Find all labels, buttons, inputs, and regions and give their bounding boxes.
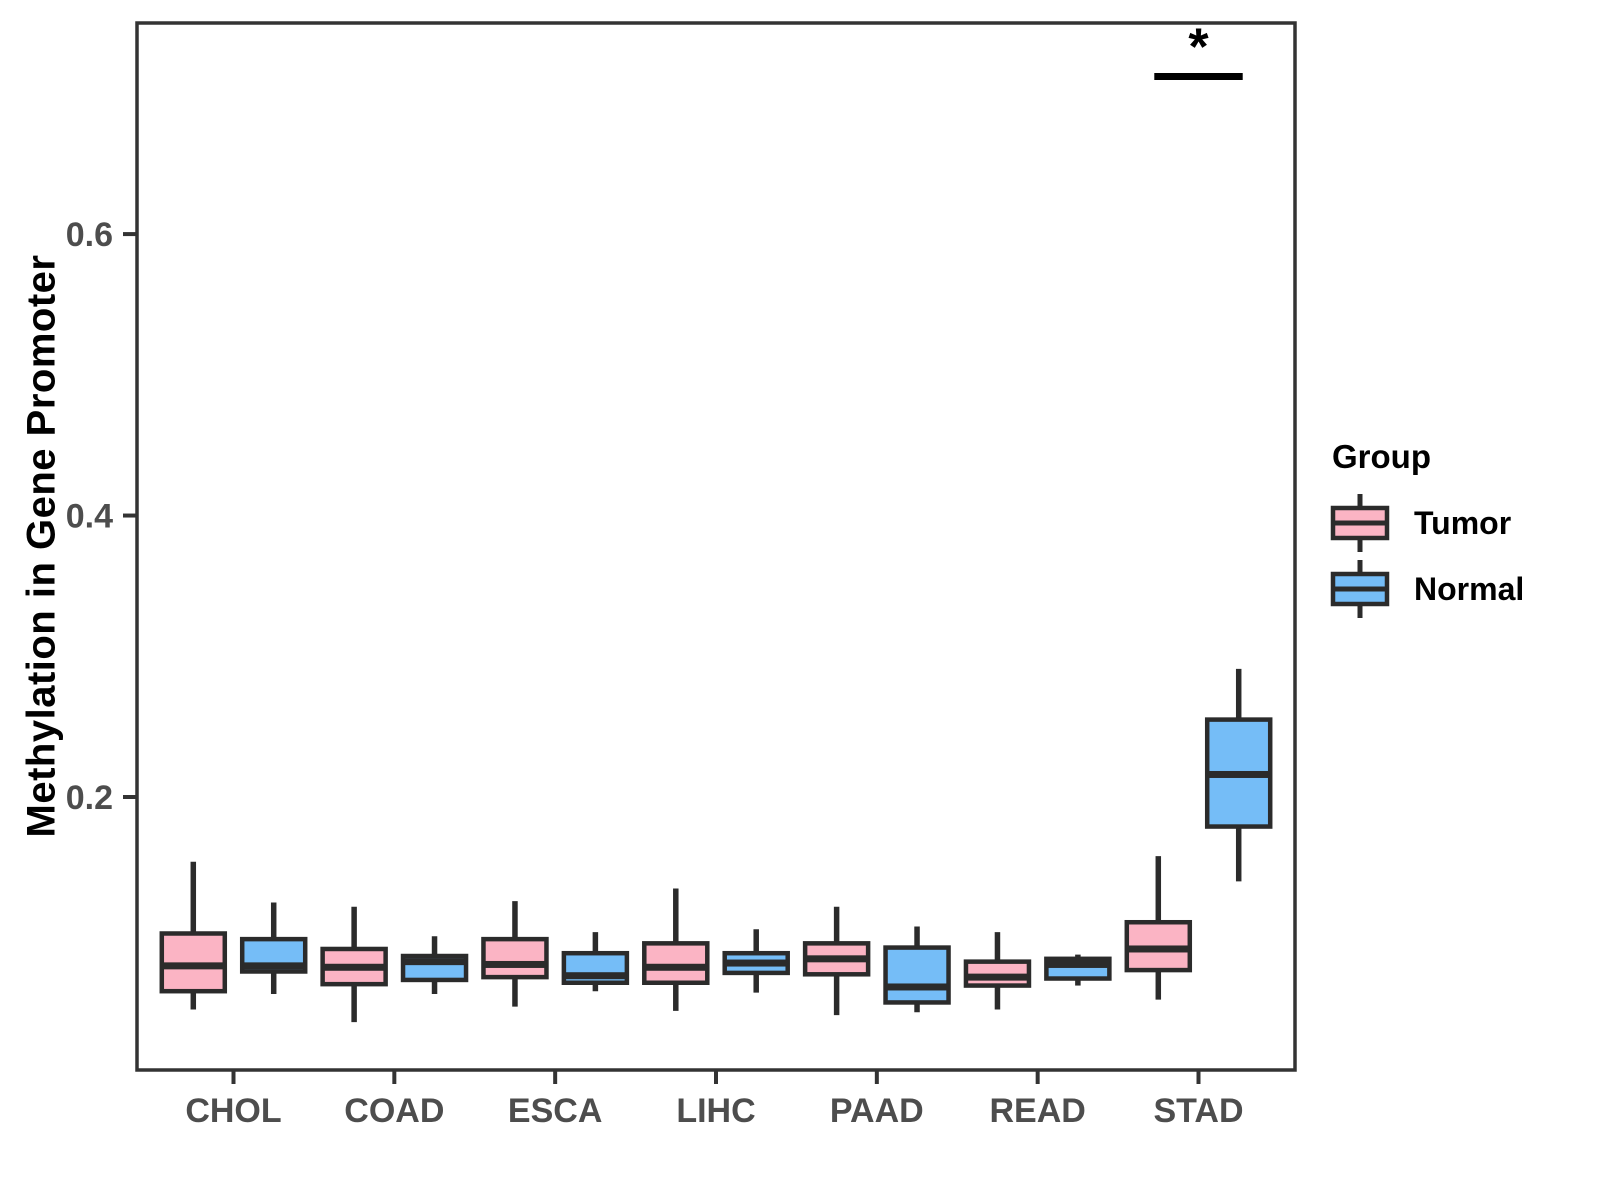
box-tumor-lihc xyxy=(642,941,710,986)
x-tick-label-chol: CHOL xyxy=(185,1092,281,1130)
median-tumor-paad xyxy=(805,955,869,963)
significance-star: * xyxy=(1188,18,1209,76)
x-tick-label-lihc: LIHC xyxy=(676,1092,755,1130)
y-tick-label: 0.2 xyxy=(66,779,113,817)
x-tick-label-coad: COAD xyxy=(344,1092,444,1130)
box-tumor-chol xyxy=(159,931,228,994)
median-tumor-lihc xyxy=(644,963,708,971)
median-normal-esca xyxy=(563,972,627,980)
median-tumor-stad xyxy=(1126,945,1190,953)
y-axis-title-text: Methylation in Gene Promoter xyxy=(19,254,64,838)
legend-label-normal: Normal xyxy=(1414,570,1525,607)
x-tick-label-paad: PAAD xyxy=(830,1092,924,1130)
box-tumor-esca xyxy=(481,936,549,980)
legend-item-normal: Normal xyxy=(1330,556,1524,622)
legend: Group Tumor Normal xyxy=(1330,438,1524,622)
legend-title: Group xyxy=(1332,438,1431,475)
legend-label-tumor: Tumor xyxy=(1414,504,1512,541)
median-tumor-read xyxy=(965,973,1029,981)
box-tumor-read xyxy=(963,959,1032,988)
boxplot-glyph-icon xyxy=(1330,560,1390,618)
median-normal-chol xyxy=(242,962,306,970)
median-tumor-chol xyxy=(161,962,225,970)
median-normal-lihc xyxy=(724,959,788,967)
boxplot-glyph-icon xyxy=(1330,494,1390,552)
box-normal-paad xyxy=(883,945,951,1005)
x-tick-label-read: READ xyxy=(989,1092,1085,1130)
legend-items: Tumor Normal xyxy=(1330,490,1524,622)
median-normal-paad xyxy=(885,983,949,991)
median-tumor-coad xyxy=(322,963,386,971)
panel-border xyxy=(135,21,1297,1072)
median-tumor-esca xyxy=(483,960,547,968)
x-tick-label-stad: STAD xyxy=(1153,1092,1243,1130)
median-normal-read xyxy=(1046,960,1110,968)
y-tick-label: 0.6 xyxy=(66,216,113,254)
y-tick-label: 0.4 xyxy=(66,498,113,536)
median-normal-coad xyxy=(403,958,467,966)
legend-item-tumor: Tumor xyxy=(1330,490,1524,556)
median-normal-stad xyxy=(1207,770,1271,778)
x-tick-label-esca: ESCA xyxy=(508,1092,602,1130)
